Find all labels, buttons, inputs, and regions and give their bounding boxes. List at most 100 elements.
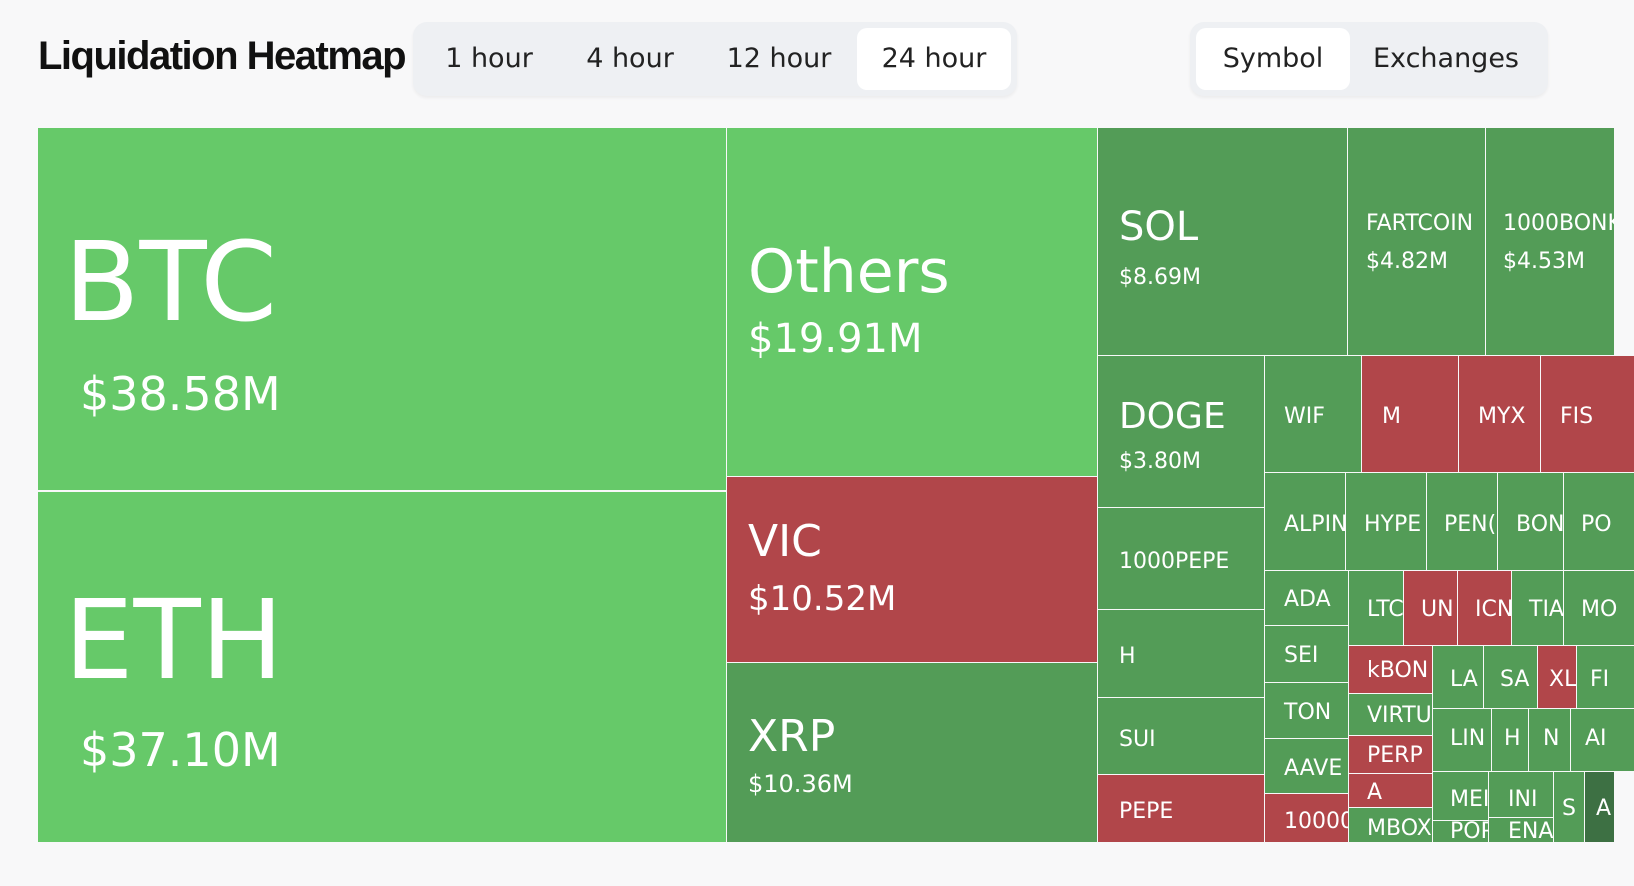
treemap-tile bbox=[1404, 571, 1457, 645]
treemap-cell-perp[interactable]: PERP bbox=[1349, 736, 1432, 773]
treemap-cell-pepe[interactable]: PEPE bbox=[1098, 775, 1264, 842]
tab-exchanges[interactable]: Exchanges bbox=[1373, 43, 1519, 74]
treemap-cell-10000[interactable]: 10000 bbox=[1265, 794, 1354, 842]
treemap-cell-un[interactable]: UN bbox=[1404, 571, 1457, 645]
treemap-tile bbox=[1265, 794, 1348, 842]
treemap-symbol-label: VIC bbox=[748, 516, 822, 567]
tab-24-hour[interactable]: 24 hour bbox=[857, 28, 1011, 90]
treemap-symbol-label: LIN bbox=[1450, 726, 1485, 751]
treemap-cell-h[interactable]: H bbox=[1098, 610, 1264, 697]
treemap-cell-virtu[interactable]: VIRTU bbox=[1349, 694, 1432, 735]
treemap-tile bbox=[1349, 736, 1432, 773]
treemap-tile bbox=[1098, 356, 1264, 507]
treemap-symbol-label: XL bbox=[1549, 667, 1577, 692]
treemap-cell-ada[interactable]: ADA bbox=[1265, 571, 1348, 625]
treemap-symbol-label: M bbox=[1382, 404, 1401, 429]
treemap-cell-ltc[interactable]: LTC bbox=[1349, 571, 1404, 645]
treemap-cell-a[interactable]: A bbox=[1585, 772, 1614, 842]
treemap-tile bbox=[1484, 646, 1537, 708]
treemap-cell-sa[interactable]: SA bbox=[1484, 646, 1537, 708]
treemap-cell-n[interactable]: N bbox=[1529, 709, 1570, 771]
treemap-cell-po[interactable]: PO bbox=[1564, 473, 1634, 570]
treemap-cell-ai[interactable]: AI bbox=[1571, 709, 1634, 771]
treemap-cell-ena[interactable]: ENA bbox=[1489, 818, 1553, 844]
treemap-cell-ton[interactable]: TON bbox=[1265, 683, 1348, 738]
treemap-cell-vic[interactable]: VIC $10.52M bbox=[727, 477, 1097, 662]
treemap-cell-sei[interactable]: SEI bbox=[1265, 626, 1348, 682]
treemap-symbol-label: 1000BONK bbox=[1503, 211, 1622, 236]
tab-12-hour[interactable]: 12 hour bbox=[726, 43, 832, 74]
treemap-cell-1000bonk[interactable]: 1000BONK $4.53M bbox=[1486, 128, 1622, 355]
treemap-symbol-label: MBOX bbox=[1367, 816, 1432, 841]
treemap-symbol-label: DOGE bbox=[1119, 396, 1226, 437]
treemap-cell-1000pepe[interactable]: 1000PEPE bbox=[1098, 508, 1264, 609]
treemap-cell-sol[interactable]: SOL $8.69M bbox=[1098, 128, 1347, 355]
treemap-cell-fis[interactable]: FIS bbox=[1541, 356, 1634, 472]
treemap-cell-m[interactable]: M bbox=[1362, 356, 1458, 472]
tab-symbol[interactable]: Symbol bbox=[1196, 28, 1350, 90]
treemap-cell-alpin[interactable]: ALPIN bbox=[1265, 473, 1348, 570]
treemap-symbol-label: PERP bbox=[1367, 743, 1423, 768]
treemap-symbol-label: AI bbox=[1585, 726, 1607, 751]
treemap-symbol-label: BTC bbox=[64, 218, 277, 346]
treemap-tile bbox=[1433, 709, 1491, 771]
tab-1-hour[interactable]: 1 hour bbox=[445, 43, 533, 74]
treemap-symbol-label: MO bbox=[1581, 597, 1617, 622]
treemap-cell-mo[interactable]: MO bbox=[1564, 571, 1634, 645]
treemap-symbol-label: ICN bbox=[1475, 597, 1513, 622]
treemap-cell-icn[interactable]: ICN bbox=[1458, 571, 1513, 645]
treemap-symbol-label: H bbox=[1119, 644, 1136, 669]
treemap-cell-mbox[interactable]: MBOX bbox=[1349, 808, 1432, 842]
treemap-cell-eth[interactable]: ETH $37.10M bbox=[38, 492, 726, 842]
treemap-cell-a[interactable]: A bbox=[1349, 774, 1432, 807]
treemap-symbol-label: Others bbox=[748, 237, 950, 307]
treemap-tile bbox=[1098, 508, 1264, 609]
treemap-cell-wif[interactable]: WIF bbox=[1265, 356, 1361, 472]
treemap-cell-h[interactable]: H bbox=[1492, 709, 1528, 771]
treemap-tile bbox=[1458, 571, 1511, 645]
treemap-tile bbox=[1529, 709, 1570, 771]
treemap-tile bbox=[1349, 646, 1432, 693]
tab-4-hour[interactable]: 4 hour bbox=[586, 43, 674, 74]
treemap-symbol-label: UN bbox=[1421, 597, 1454, 622]
treemap-cell-others[interactable]: Others $19.91M bbox=[727, 128, 1097, 476]
treemap-tile bbox=[38, 492, 726, 842]
treemap-tile bbox=[1265, 683, 1348, 738]
treemap-cell-bon[interactable]: BON bbox=[1498, 473, 1564, 570]
treemap-symbol-label: S bbox=[1562, 796, 1576, 821]
treemap-tile bbox=[1349, 774, 1432, 807]
treemap-cell-sui[interactable]: SUI bbox=[1098, 698, 1264, 774]
treemap-symbol-label: LA bbox=[1450, 667, 1478, 692]
treemap-cell-lin[interactable]: LIN bbox=[1433, 709, 1491, 771]
treemap-symbol-label: SEI bbox=[1284, 643, 1318, 668]
treemap-cell-tia[interactable]: TIA bbox=[1512, 571, 1564, 645]
treemap-cell-btc[interactable]: BTC $38.58M bbox=[38, 128, 726, 490]
treemap-cell-fi[interactable]: FI bbox=[1577, 646, 1634, 708]
treemap-cell-fartcoin[interactable]: FARTCOIN $4.82M bbox=[1348, 128, 1485, 355]
treemap-cell-doge[interactable]: DOGE $3.80M bbox=[1098, 356, 1264, 507]
treemap-value-label: $10.36M bbox=[748, 770, 853, 798]
treemap-value-label: $38.58M bbox=[80, 367, 281, 421]
treemap-symbol-label: TIA bbox=[1528, 597, 1564, 622]
treemap-cell-hype[interactable]: HYPE bbox=[1346, 473, 1426, 570]
treemap-cell-xrp[interactable]: XRP $10.36M bbox=[727, 663, 1097, 842]
treemap-symbol-label: N bbox=[1543, 726, 1559, 751]
treemap-cell-s[interactable]: S bbox=[1554, 772, 1584, 842]
treemap-cell-myx[interactable]: MYX bbox=[1459, 356, 1540, 472]
treemap-cell-xl[interactable]: XL bbox=[1538, 646, 1577, 708]
treemap-tile bbox=[1346, 473, 1426, 570]
treemap-tile bbox=[727, 477, 1097, 662]
treemap-cell-mei[interactable]: MEI bbox=[1433, 772, 1489, 820]
treemap-symbol-label: TON bbox=[1283, 700, 1331, 725]
treemap-cell-kbon[interactable]: kBON bbox=[1349, 646, 1432, 693]
treemap-symbol-label: FI bbox=[1590, 667, 1609, 692]
treemap-tile bbox=[1098, 698, 1264, 774]
treemap-tile bbox=[1098, 775, 1264, 842]
treemap-cell-aave[interactable]: AAVE bbox=[1265, 739, 1348, 793]
treemap-cell-pop[interactable]: POP bbox=[1433, 819, 1494, 844]
treemap-cell-ini[interactable]: INI bbox=[1489, 772, 1553, 817]
treemap-cell-pen[interactable]: PEN( bbox=[1427, 473, 1497, 570]
treemap-symbol-label: PEN( bbox=[1444, 512, 1496, 537]
treemap-cell-la[interactable]: LA bbox=[1433, 646, 1483, 708]
